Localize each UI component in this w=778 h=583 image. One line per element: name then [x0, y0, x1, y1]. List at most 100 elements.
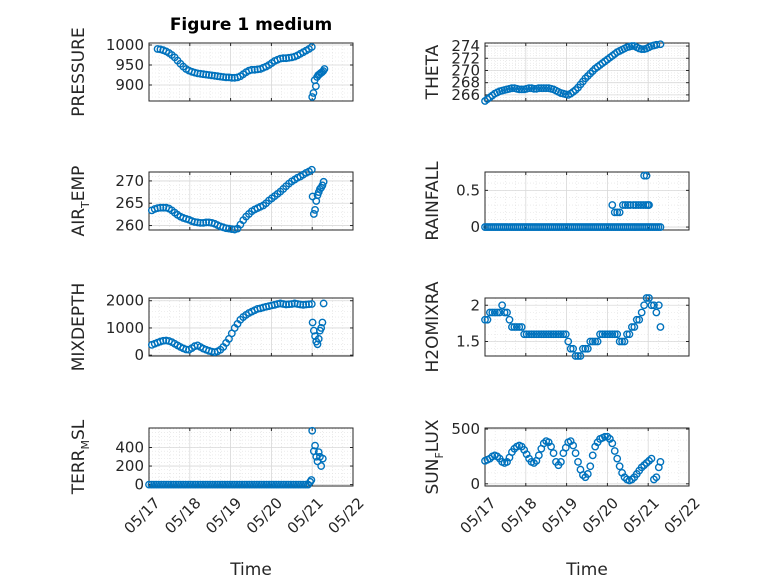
- y-tick-label: 2: [470, 296, 480, 314]
- data-point: [645, 294, 653, 302]
- data-point: [642, 294, 651, 302]
- data-point: [485, 308, 494, 317]
- data-point: [640, 171, 649, 180]
- data-point: [629, 201, 638, 209]
- y-axis-label-part: LUX: [423, 419, 443, 452]
- minor-grid: [484, 172, 690, 230]
- data-point: [561, 330, 570, 339]
- y-tick-label: 0: [134, 476, 144, 494]
- data-point: [534, 84, 543, 93]
- y-tick-label: 0: [134, 346, 144, 364]
- x-tick-label: 05/19: [202, 494, 245, 537]
- data-point: [149, 480, 158, 489]
- data-point: [576, 352, 585, 360]
- data-point: [318, 318, 327, 327]
- data-point: [145, 480, 153, 489]
- data-point: [637, 308, 646, 317]
- data-point: [488, 308, 497, 317]
- y-tick-label: 950: [115, 56, 144, 74]
- data-point: [262, 480, 271, 489]
- y-axis-label: AIRTEMP: [69, 166, 92, 237]
- data-point: [265, 480, 273, 489]
- y-tick-label: 900: [115, 76, 144, 94]
- data-point: [176, 480, 185, 489]
- data-point: [220, 480, 229, 489]
- x-tick-label: 05/19: [538, 494, 581, 537]
- y-tick-label: 1000: [106, 36, 144, 54]
- axes-box: [148, 171, 354, 231]
- y-tick-label: 266: [451, 86, 480, 104]
- data-point: [632, 315, 641, 324]
- data-point: [147, 480, 156, 489]
- data-point: [656, 40, 665, 49]
- data-point: [309, 89, 318, 97]
- data-point: [318, 454, 327, 463]
- data-point: [198, 480, 207, 489]
- y-tick-label: 500: [451, 420, 480, 438]
- data-point: [605, 330, 614, 339]
- y-tick-label: 268: [451, 74, 480, 92]
- data-point: [257, 480, 266, 489]
- y-tick-label: 0: [470, 218, 480, 236]
- data-point: [282, 480, 290, 489]
- data-point: [279, 480, 288, 489]
- data-point: [615, 462, 624, 471]
- data-point: [598, 330, 607, 339]
- data-point: [549, 449, 558, 458]
- data-point: [656, 323, 665, 331]
- data-point: [564, 337, 573, 346]
- data-point: [537, 84, 546, 93]
- x-axis-label: Time: [565, 560, 608, 580]
- data-point: [213, 480, 222, 489]
- data-point: [627, 42, 636, 50]
- axes-box: [148, 42, 354, 102]
- data-point: [490, 308, 499, 317]
- x-tick-label: 05/18: [161, 494, 204, 537]
- y-axis-label: MIXDEPTH: [69, 283, 89, 372]
- data-point: [620, 337, 629, 346]
- data-point: [184, 480, 193, 489]
- y-axis-label-subscript: T: [79, 201, 92, 209]
- data-point: [610, 208, 619, 217]
- data-point: [267, 480, 276, 489]
- data-point: [272, 480, 281, 489]
- data-point: [608, 439, 617, 448]
- data-point: [520, 330, 529, 339]
- data-point: [483, 315, 492, 324]
- pressure-plot: 900 950 1000 PRESSURE: [69, 27, 354, 117]
- data-point: [508, 84, 516, 93]
- data-point: [517, 323, 526, 331]
- data-point: [512, 323, 521, 331]
- x-axis-label: Time: [229, 560, 272, 580]
- data-point: [307, 300, 316, 308]
- minor-grid: [148, 428, 354, 486]
- data-point: [309, 210, 318, 218]
- data-point: [569, 344, 578, 353]
- data-point: [320, 65, 329, 73]
- data-point: [642, 171, 651, 180]
- data-point: [194, 480, 202, 489]
- y-axis-label-part: TERR: [69, 449, 89, 495]
- y-tick-label: 265: [115, 194, 144, 212]
- data-points: [481, 40, 665, 105]
- data-point: [289, 480, 298, 489]
- x-tick-label: 05/21: [620, 494, 663, 537]
- data-point: [225, 480, 234, 489]
- data-point: [308, 93, 317, 101]
- data-point: [534, 451, 543, 460]
- data-point: [525, 330, 533, 339]
- data-point: [630, 323, 639, 331]
- data-point: [603, 330, 612, 339]
- y-tick-label: 2000: [106, 292, 144, 310]
- y-tick-label: 274: [451, 37, 480, 55]
- data-point: [318, 181, 327, 190]
- data-point: [637, 45, 646, 54]
- data-point: [152, 480, 161, 489]
- data-point: [211, 480, 219, 489]
- data-point: [208, 480, 217, 489]
- data-point: [554, 330, 563, 339]
- data-point: [294, 480, 303, 489]
- data-point: [619, 201, 627, 209]
- data-point: [647, 301, 656, 310]
